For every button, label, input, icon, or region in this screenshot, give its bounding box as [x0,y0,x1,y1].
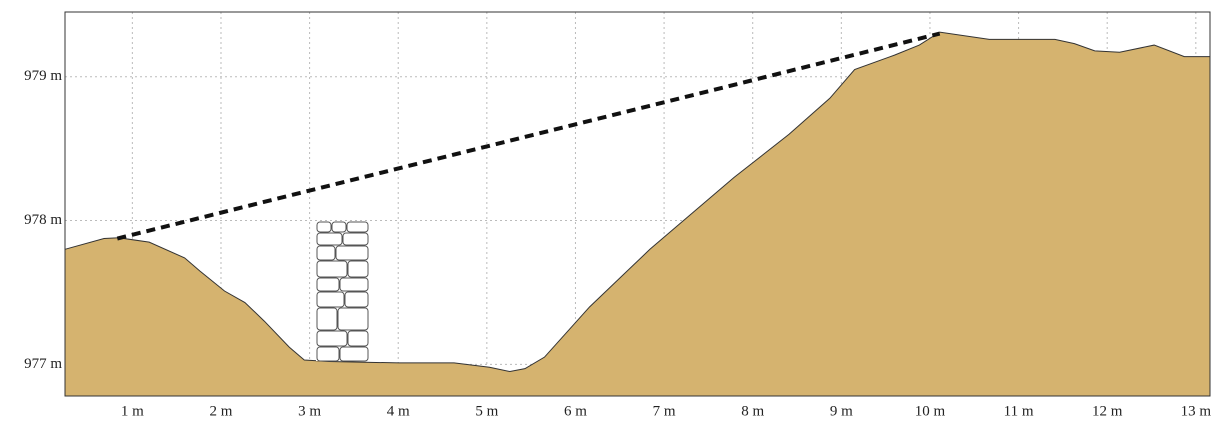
x-tick-label: 1 m [121,403,144,419]
x-tick-label: 6 m [564,403,587,419]
x-tick-label: 10 m [915,403,946,419]
stone-wall [316,221,369,362]
x-tick-label: 12 m [1092,403,1123,419]
dashed-line [116,31,941,241]
x-tick-label: 5 m [475,403,498,419]
plot-frame [64,11,1211,397]
x-tick-label: 4 m [387,403,410,419]
x-tick-label: 13 m [1181,403,1212,419]
terrain-area [64,31,1211,397]
x-tick-label: 7 m [653,403,676,419]
x-tick-label: 8 m [741,403,764,419]
x-tick-label: 2 m [210,403,233,419]
x-tick-label: 11 m [1004,403,1034,419]
x-tick-label: 3 m [298,403,321,419]
y-tick-label: 978 m [24,212,62,228]
y-tick-label: 979 m [24,68,62,84]
x-tick-label: 9 m [830,403,853,419]
y-tick-label: 977 m [24,356,62,372]
